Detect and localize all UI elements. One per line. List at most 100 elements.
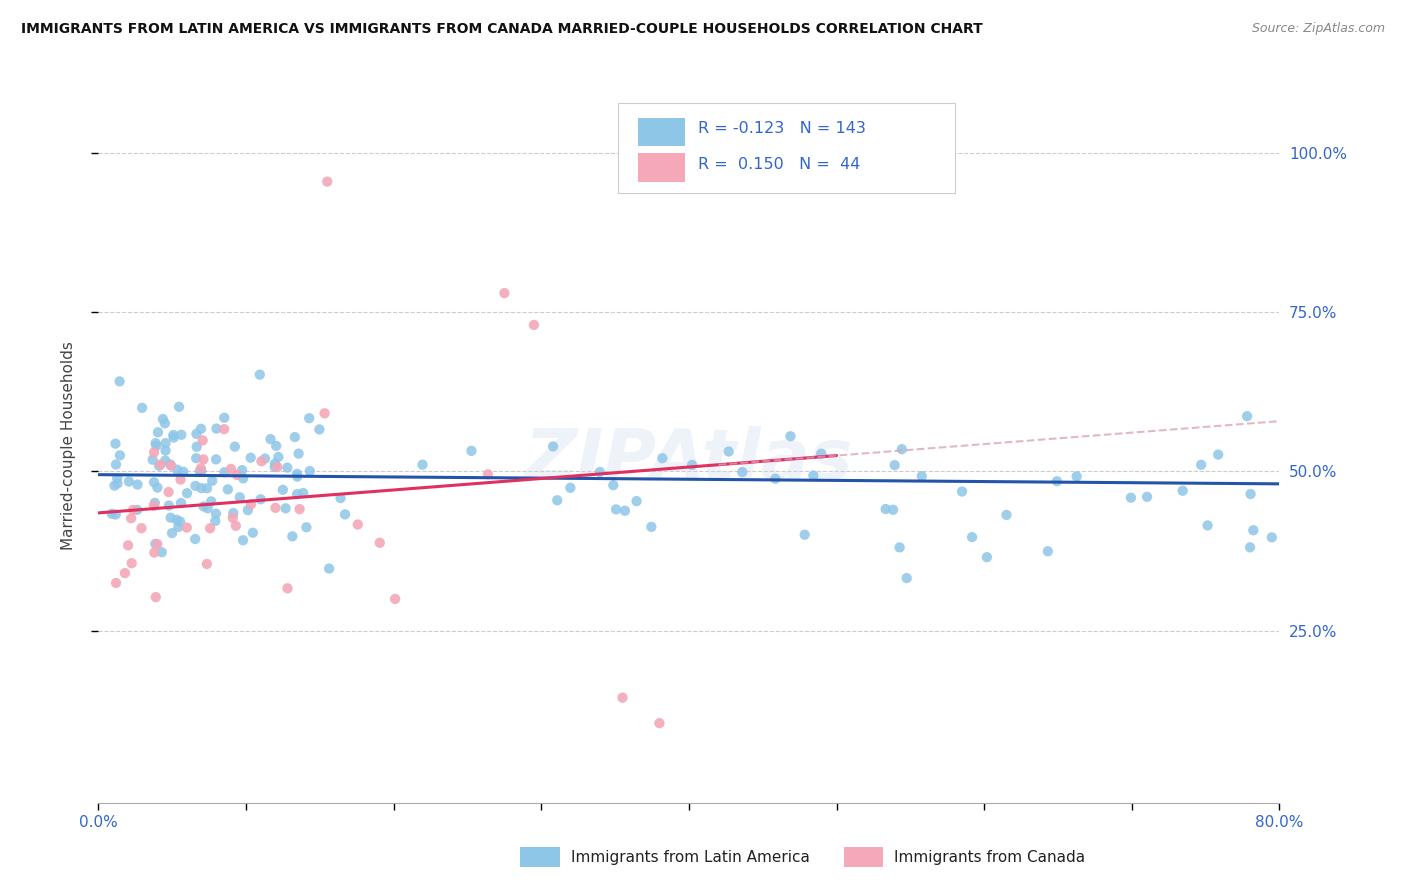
Point bbox=[1189, 458, 1212, 472]
Point bbox=[889, 541, 911, 555]
Point bbox=[205, 421, 228, 435]
Point bbox=[264, 439, 287, 453]
Point bbox=[589, 465, 612, 479]
Point bbox=[219, 462, 242, 476]
Point bbox=[250, 454, 273, 468]
Point bbox=[316, 175, 339, 189]
Point bbox=[810, 447, 832, 461]
Point bbox=[122, 503, 145, 517]
Point bbox=[150, 545, 173, 559]
Point bbox=[995, 508, 1018, 522]
Point bbox=[896, 571, 918, 585]
Point bbox=[717, 444, 740, 458]
Point bbox=[103, 478, 125, 492]
Point bbox=[201, 474, 224, 488]
Point bbox=[226, 467, 249, 482]
Point bbox=[477, 467, 499, 482]
Point bbox=[190, 422, 212, 436]
Point bbox=[541, 439, 564, 453]
Point bbox=[1197, 518, 1219, 533]
Point bbox=[333, 508, 356, 522]
Point bbox=[212, 422, 235, 436]
Point bbox=[298, 464, 321, 478]
Point bbox=[240, 497, 263, 511]
Point bbox=[104, 458, 127, 472]
Point bbox=[1236, 409, 1258, 424]
Point bbox=[186, 451, 208, 466]
Text: IMMIGRANTS FROM LATIN AMERICA VS IMMIGRANTS FROM CANADA MARRIED-COUPLE HOUSEHOLD: IMMIGRANTS FROM LATIN AMERICA VS IMMIGRA… bbox=[21, 22, 983, 37]
Point bbox=[214, 465, 236, 479]
Point bbox=[146, 425, 169, 440]
Point bbox=[271, 483, 294, 497]
Point bbox=[214, 410, 236, 425]
Point bbox=[142, 452, 165, 467]
Point bbox=[1241, 523, 1264, 537]
Point bbox=[155, 436, 177, 450]
Point bbox=[292, 486, 315, 500]
Point bbox=[131, 401, 153, 415]
Point bbox=[155, 443, 177, 458]
Point bbox=[285, 469, 308, 483]
Point bbox=[612, 690, 634, 705]
Point bbox=[217, 483, 239, 497]
Point bbox=[205, 507, 228, 521]
Point bbox=[960, 530, 983, 544]
Point bbox=[166, 463, 188, 477]
Point bbox=[950, 484, 973, 499]
Point bbox=[163, 431, 186, 445]
Point bbox=[264, 457, 287, 471]
Point bbox=[143, 475, 166, 490]
Point bbox=[117, 538, 139, 552]
Point bbox=[266, 460, 288, 475]
Point bbox=[249, 492, 271, 507]
Point bbox=[411, 458, 433, 472]
Point bbox=[184, 532, 207, 546]
Point bbox=[224, 440, 246, 454]
Point bbox=[143, 445, 166, 459]
Point bbox=[193, 500, 215, 514]
Point bbox=[149, 458, 172, 472]
Point bbox=[242, 525, 264, 540]
Point bbox=[314, 406, 336, 420]
FancyBboxPatch shape bbox=[619, 103, 955, 193]
Point bbox=[875, 502, 897, 516]
Point bbox=[523, 318, 546, 332]
Point bbox=[264, 500, 287, 515]
Point bbox=[101, 507, 124, 521]
Point bbox=[169, 515, 191, 529]
Point bbox=[1239, 487, 1261, 501]
Point bbox=[143, 537, 166, 551]
Point bbox=[263, 460, 285, 475]
Text: Immigrants from Latin America: Immigrants from Latin America bbox=[571, 850, 810, 864]
Point bbox=[494, 286, 516, 301]
Point bbox=[763, 472, 786, 486]
Point bbox=[159, 458, 181, 472]
Text: R =  0.150   N =  44: R = 0.150 N = 44 bbox=[699, 157, 860, 171]
Point bbox=[288, 502, 311, 516]
Point bbox=[127, 503, 149, 517]
Point bbox=[145, 436, 167, 450]
Point bbox=[200, 494, 222, 508]
Point bbox=[160, 526, 183, 541]
Point bbox=[1261, 530, 1284, 544]
Point bbox=[651, 451, 673, 466]
Point bbox=[105, 576, 128, 591]
Point bbox=[976, 550, 998, 565]
Point bbox=[287, 447, 309, 461]
Point bbox=[104, 508, 127, 522]
Point bbox=[801, 468, 824, 483]
Point bbox=[170, 496, 193, 510]
Point bbox=[602, 478, 624, 492]
Point bbox=[198, 521, 221, 535]
Point bbox=[107, 476, 129, 491]
Point bbox=[162, 428, 184, 442]
Point bbox=[176, 486, 198, 500]
Point bbox=[274, 501, 297, 516]
Point bbox=[640, 520, 662, 534]
Point bbox=[648, 716, 671, 731]
Point bbox=[1171, 483, 1194, 498]
Point bbox=[295, 520, 318, 534]
Point bbox=[114, 566, 136, 580]
Point bbox=[188, 464, 211, 478]
Point bbox=[205, 452, 228, 467]
